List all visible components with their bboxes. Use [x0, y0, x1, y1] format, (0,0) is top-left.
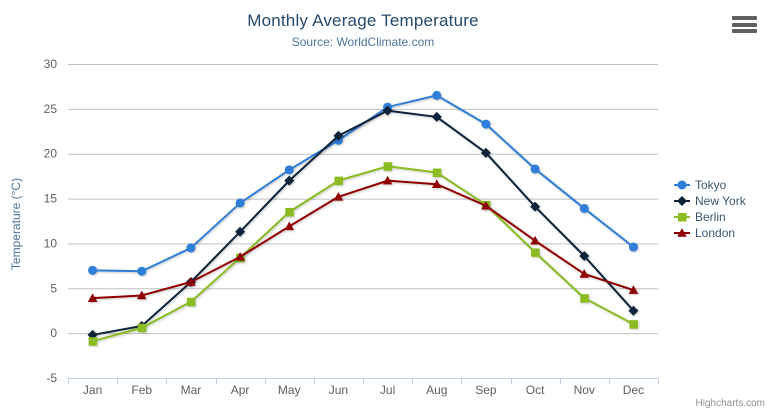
- data-point-berlin[interactable]: [137, 323, 147, 333]
- legend-item-london[interactable]: London: [674, 225, 746, 241]
- data-point-tokyo[interactable]: [628, 242, 638, 252]
- hamburger-menu-icon: [732, 29, 757, 33]
- data-point-new-york[interactable]: [382, 105, 393, 116]
- legend-marker[interactable]: [678, 213, 687, 222]
- x-axis-label: Dec: [623, 383, 644, 397]
- legend-label: Tokyo: [695, 178, 727, 192]
- highcharts-credits[interactable]: Highcharts.com: [695, 398, 765, 409]
- x-axis-label: Oct: [526, 383, 545, 397]
- legend-marker-square-icon: [674, 213, 690, 222]
- data-point-new-york[interactable]: [431, 111, 442, 122]
- legend-marker[interactable]: [677, 196, 687, 206]
- x-axis-label: Feb: [131, 383, 152, 397]
- data-point-tokyo[interactable]: [481, 119, 491, 129]
- data-point-tokyo[interactable]: [530, 164, 540, 174]
- y-axis-label: 20: [44, 147, 58, 161]
- data-point-new-york[interactable]: [628, 305, 639, 316]
- x-axis-label: Sep: [475, 383, 497, 397]
- data-point-berlin[interactable]: [186, 297, 196, 307]
- data-point-tokyo[interactable]: [432, 90, 442, 100]
- legend-item-berlin[interactable]: Berlin: [674, 209, 746, 225]
- hamburger-menu-icon: [732, 16, 757, 20]
- legend-marker-circle-icon: [674, 180, 690, 190]
- legend-marker[interactable]: [677, 228, 687, 237]
- data-point-london[interactable]: [87, 293, 98, 302]
- data-point-new-york[interactable]: [480, 147, 491, 158]
- data-point-berlin[interactable]: [531, 248, 540, 257]
- legend: Tokyo New York Berlin London: [674, 177, 746, 241]
- data-point-tokyo[interactable]: [88, 265, 98, 275]
- series-london: [87, 175, 639, 302]
- data-point-tokyo[interactable]: [284, 165, 294, 175]
- x-axis-label: Nov: [574, 383, 595, 397]
- data-point-berlin[interactable]: [383, 162, 393, 171]
- data-point-berlin[interactable]: [580, 294, 589, 303]
- data-point-tokyo[interactable]: [579, 203, 589, 213]
- legend-item-new-york[interactable]: New York: [674, 193, 746, 209]
- data-point-london[interactable]: [284, 221, 295, 231]
- y-axis-label: 15: [44, 192, 58, 206]
- legend-marker[interactable]: [677, 180, 687, 190]
- data-point-berlin[interactable]: [629, 320, 638, 329]
- series-line-berlin[interactable]: [91, 165, 635, 343]
- data-point-new-york[interactable]: [530, 201, 541, 212]
- series-new-york: [87, 105, 639, 340]
- legend-marker-diamond-icon: [674, 196, 690, 206]
- data-point-london[interactable]: [431, 179, 442, 189]
- legend-label: London: [695, 226, 736, 240]
- data-point-london[interactable]: [186, 277, 196, 286]
- data-point-london[interactable]: [333, 191, 344, 201]
- x-axis-label: May: [278, 383, 301, 397]
- data-point-tokyo[interactable]: [235, 198, 245, 208]
- x-axis-label: Jun: [329, 383, 348, 397]
- data-point-berlin[interactable]: [432, 168, 442, 178]
- data-point-new-york[interactable]: [235, 226, 246, 237]
- data-point-berlin[interactable]: [285, 208, 294, 217]
- data-point-tokyo[interactable]: [186, 243, 196, 253]
- data-point-london[interactable]: [235, 252, 245, 261]
- y-axis-label: 0: [50, 326, 57, 340]
- series-line-tokyo[interactable]: [91, 94, 635, 273]
- data-point-tokyo[interactable]: [137, 266, 147, 276]
- data-point-new-york[interactable]: [333, 130, 344, 141]
- legend-label: New York: [695, 194, 746, 208]
- data-point-london[interactable]: [579, 269, 590, 278]
- y-axis-label: 30: [44, 57, 58, 71]
- y-axis-label: 5: [50, 281, 57, 295]
- y-axis-label: -5: [46, 371, 57, 385]
- x-axis-label: Mar: [181, 383, 202, 397]
- data-point-london[interactable]: [136, 290, 147, 300]
- x-axis-label: Jan: [83, 383, 102, 397]
- legend-marker-triangle-icon: [674, 228, 690, 237]
- series-tokyo: [88, 90, 638, 276]
- legend-item-tokyo[interactable]: Tokyo: [674, 177, 746, 193]
- data-point-berlin[interactable]: [88, 337, 98, 346]
- data-point-new-york[interactable]: [579, 250, 590, 261]
- hamburger-menu-icon: [732, 22, 757, 27]
- y-axis-title: Temperature (°C): [9, 177, 23, 271]
- data-point-new-york[interactable]: [284, 175, 295, 186]
- x-axis-label: Apr: [231, 383, 250, 397]
- y-axis-label: 25: [44, 102, 58, 116]
- series-line-new-york[interactable]: [91, 109, 635, 336]
- data-point-london[interactable]: [382, 175, 393, 185]
- data-point-berlin[interactable]: [334, 176, 343, 186]
- y-axis-label: 10: [44, 236, 58, 250]
- data-point-london[interactable]: [530, 235, 540, 245]
- x-axis-label: Jul: [380, 383, 395, 397]
- chart-title: Monthly Average Temperature: [247, 11, 479, 30]
- data-point-london[interactable]: [628, 285, 639, 294]
- x-axis-label: Aug: [426, 383, 447, 397]
- legend-label: Berlin: [695, 210, 726, 224]
- context-menu-button[interactable]: [732, 16, 757, 33]
- series-line-london[interactable]: [91, 179, 635, 300]
- data-point-london[interactable]: [481, 200, 491, 210]
- chart-subtitle: Source: WorldClimate.com: [291, 35, 435, 49]
